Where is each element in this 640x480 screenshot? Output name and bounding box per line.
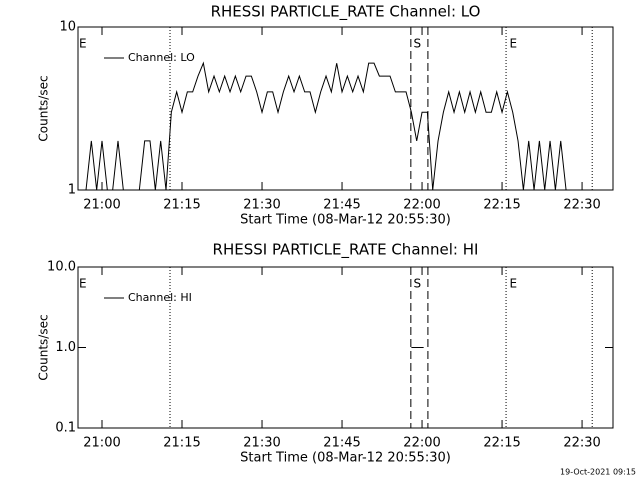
y-tick-label: 10.0 (47, 260, 76, 275)
y-axis-label: Counts/sec (37, 314, 51, 380)
chart-title: RHESSI PARTICLE_RATE Channel: LO (211, 3, 481, 22)
event-label: S (413, 37, 421, 51)
x-tick-label: 21:00 (83, 436, 120, 451)
x-axis-label: Start Time (08-Mar-12 20:55:30) (240, 213, 451, 228)
x-tick-label: 22:00 (403, 198, 440, 213)
event-label: E (79, 37, 87, 51)
x-tick-label: 22:00 (403, 436, 440, 451)
y-tick-label: 1.0 (55, 340, 76, 355)
event-label: S (413, 277, 421, 291)
legend-label: Channel: HI (128, 291, 192, 304)
data-line (80, 61, 567, 191)
x-tick-label: 21:15 (163, 198, 200, 213)
x-tick-label: 21:15 (163, 436, 200, 451)
legend-label: Channel: LO (128, 51, 195, 64)
x-tick-label: 21:30 (243, 436, 280, 451)
x-tick-label: 21:00 (83, 198, 120, 213)
x-tick-label: 22:15 (483, 436, 520, 451)
footer: 19-Oct-2021 09:15 (560, 468, 636, 477)
x-tick-label: 22:15 (483, 198, 520, 213)
x-axis-label: Start Time (08-Mar-12 20:55:30) (240, 451, 451, 466)
event-label: E (509, 37, 517, 51)
event-label: E (79, 277, 87, 291)
x-tick-label: 21:30 (243, 198, 280, 213)
plot-frame (77, 26, 614, 191)
x-tick-label: 21:45 (323, 436, 360, 451)
chart-title: RHESSI PARTICLE_RATE Channel: HI (213, 241, 479, 260)
event-label: E (509, 277, 517, 291)
y-tick-label: 0.1 (55, 421, 76, 436)
y-tick-label: 10 (59, 20, 76, 35)
x-tick-label: 22:30 (563, 436, 600, 451)
y-axis-label: Counts/sec (37, 75, 51, 141)
y-tick-label: 1 (68, 183, 76, 198)
x-tick-label: 21:45 (323, 198, 360, 213)
x-tick-label: 22:30 (563, 198, 600, 213)
